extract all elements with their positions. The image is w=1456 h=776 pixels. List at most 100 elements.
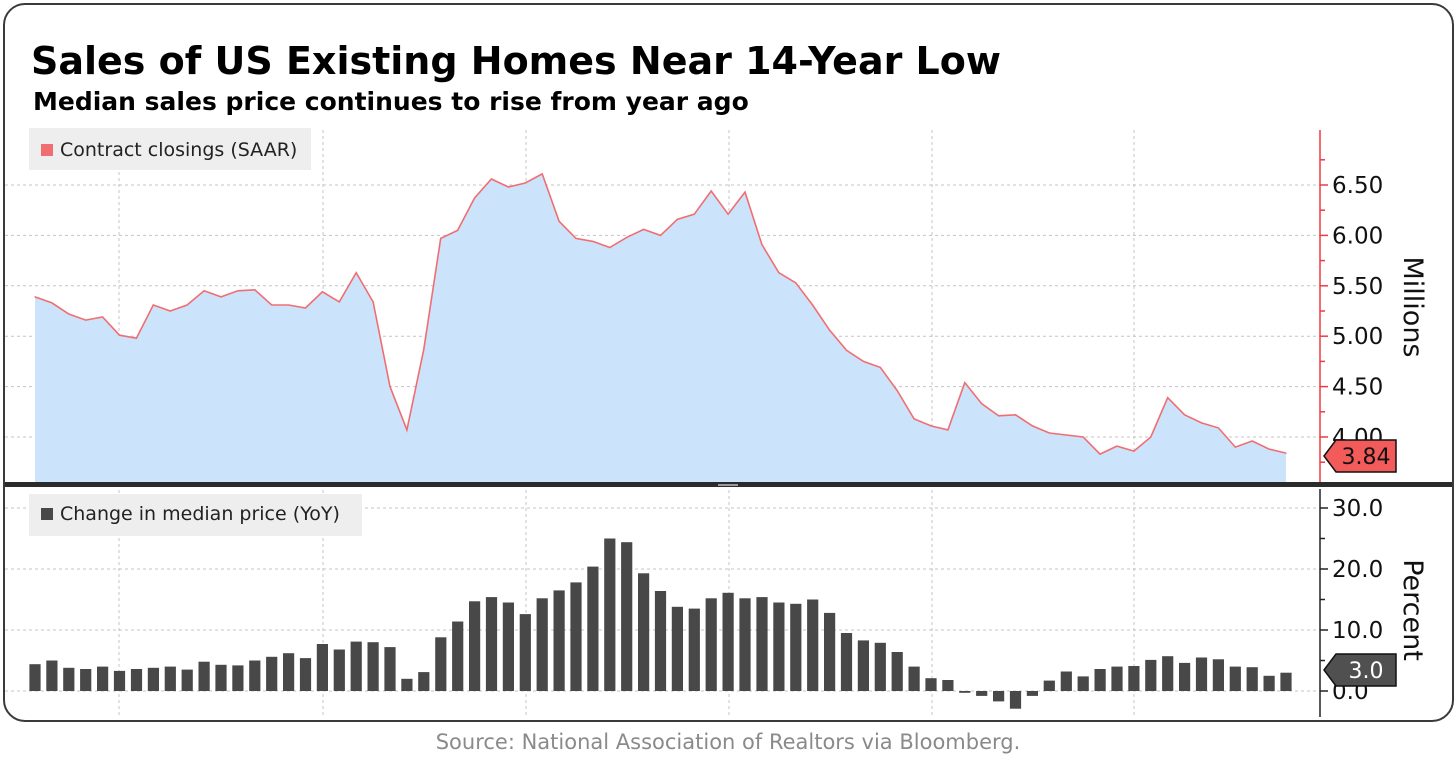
bar <box>908 666 920 691</box>
panel-divider <box>5 482 1452 487</box>
bottom-tick-label: 20.0 <box>1332 557 1383 583</box>
bar <box>942 680 954 691</box>
area-point <box>186 304 188 306</box>
area-point <box>744 191 746 193</box>
area-point <box>169 310 171 312</box>
area-point <box>676 218 679 220</box>
area-point <box>372 301 374 303</box>
area-point <box>947 429 949 431</box>
area-point <box>693 213 695 215</box>
area-point <box>85 319 87 321</box>
area-series <box>34 172 1287 482</box>
area-point <box>828 329 831 331</box>
bar <box>299 658 312 691</box>
top-tick-label: 6.00 <box>1332 223 1383 249</box>
legend-label-bars: Change in median price (YoY) <box>60 503 340 525</box>
area-point <box>490 178 493 180</box>
area-point <box>1099 453 1101 455</box>
bottom-panel: Change in median price (YoY) 0.010.020.0… <box>29 489 1428 717</box>
bottom-axis-label: Percent <box>1397 559 1428 661</box>
bar <box>130 669 143 691</box>
bar <box>1162 656 1174 691</box>
area-point <box>304 307 307 309</box>
bar <box>1195 657 1208 691</box>
area-point <box>524 182 526 184</box>
bar-series <box>29 538 1292 709</box>
bar <box>1077 676 1089 691</box>
bottom-legend: Change in median price (YoY) <box>29 494 362 536</box>
bar <box>147 667 159 691</box>
area-point <box>507 186 509 188</box>
bottom-last-value: 3.0 <box>1349 659 1384 684</box>
area-point <box>203 290 205 292</box>
area-point <box>406 429 408 431</box>
bar <box>113 670 126 691</box>
bar <box>654 591 667 691</box>
top-last-value: 3.84 <box>1342 445 1391 470</box>
bar <box>384 647 396 691</box>
bottom-last-value-box <box>1323 653 1397 687</box>
bar <box>1246 667 1258 691</box>
bar <box>1043 680 1055 691</box>
area-point <box>659 234 662 236</box>
area-point <box>964 381 966 384</box>
area-point <box>473 197 476 199</box>
divider-handle <box>718 484 738 486</box>
area-point <box>423 348 425 350</box>
bar <box>485 597 498 691</box>
area-point <box>592 240 594 243</box>
bar <box>333 649 345 691</box>
legend-box <box>29 128 311 170</box>
top-y-axis: 4.004.505.005.506.006.50 <box>1319 130 1383 482</box>
bar <box>46 660 58 691</box>
area-point <box>68 313 70 315</box>
bar <box>1145 659 1157 691</box>
area-point <box>1031 425 1034 427</box>
bar <box>993 691 1005 702</box>
bar <box>1111 666 1123 691</box>
top-legend: Contract closings (SAAR) <box>29 128 311 170</box>
area-point <box>34 296 36 298</box>
area-point <box>1082 436 1084 438</box>
bottom-tick-label: 10.0 <box>1332 618 1383 644</box>
bar <box>266 656 278 691</box>
bar <box>722 592 734 691</box>
bar <box>316 644 328 691</box>
area-point <box>626 236 628 239</box>
bottom-tick-label: 30.0 <box>1332 496 1383 522</box>
bar <box>80 669 92 691</box>
bar <box>198 661 210 691</box>
top-last-value-badge: 3.84 <box>1323 439 1397 473</box>
bar <box>97 666 109 691</box>
legend-swatch-bars <box>41 508 53 520</box>
area-point <box>220 296 222 298</box>
area-point <box>271 304 273 306</box>
area-point <box>609 246 611 249</box>
area-point <box>1217 427 1219 429</box>
bar <box>874 642 886 691</box>
bar <box>840 633 853 691</box>
bar <box>1009 691 1022 709</box>
area-point <box>930 425 932 427</box>
bar <box>1212 659 1224 691</box>
area-point <box>862 360 864 362</box>
chart-card: Sales of US Existing Homes Near 14-Year … <box>3 3 1454 722</box>
source-note: Source: National Association of Realtors… <box>435 730 1021 754</box>
area-point <box>1268 448 1270 450</box>
area-point <box>440 237 442 240</box>
bar <box>29 664 41 691</box>
area-point <box>896 390 898 392</box>
bar <box>249 660 261 691</box>
top-tick-label: 4.50 <box>1332 375 1383 401</box>
area-point <box>1285 452 1287 454</box>
bar <box>367 642 379 691</box>
top-panel: Contract closings (SAAR) 4.004.505.005.5… <box>29 128 1428 482</box>
bar <box>283 653 295 691</box>
bar <box>164 666 176 691</box>
area-point <box>575 237 577 240</box>
area-point <box>710 190 712 192</box>
area-point <box>135 337 138 339</box>
bar <box>739 598 751 691</box>
bar <box>976 691 988 696</box>
legend-label-area: Contract closings (SAAR) <box>60 139 297 161</box>
